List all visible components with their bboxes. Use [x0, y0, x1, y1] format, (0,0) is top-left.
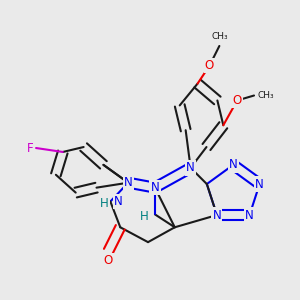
Text: O: O [104, 254, 113, 268]
Text: N: N [142, 208, 151, 221]
Text: N: N [114, 195, 123, 208]
Text: O: O [205, 59, 214, 72]
Text: N: N [212, 208, 221, 221]
Text: N: N [151, 181, 159, 194]
Text: N: N [255, 178, 264, 190]
Text: N: N [245, 208, 254, 221]
Text: H: H [140, 210, 148, 223]
Text: CH₃: CH₃ [257, 91, 274, 100]
Text: N: N [186, 161, 195, 174]
Text: N: N [124, 176, 133, 189]
Text: O: O [232, 94, 242, 107]
Text: H: H [100, 197, 109, 210]
Text: CH₃: CH₃ [211, 32, 228, 41]
Text: N: N [229, 158, 238, 171]
Text: F: F [26, 142, 33, 154]
